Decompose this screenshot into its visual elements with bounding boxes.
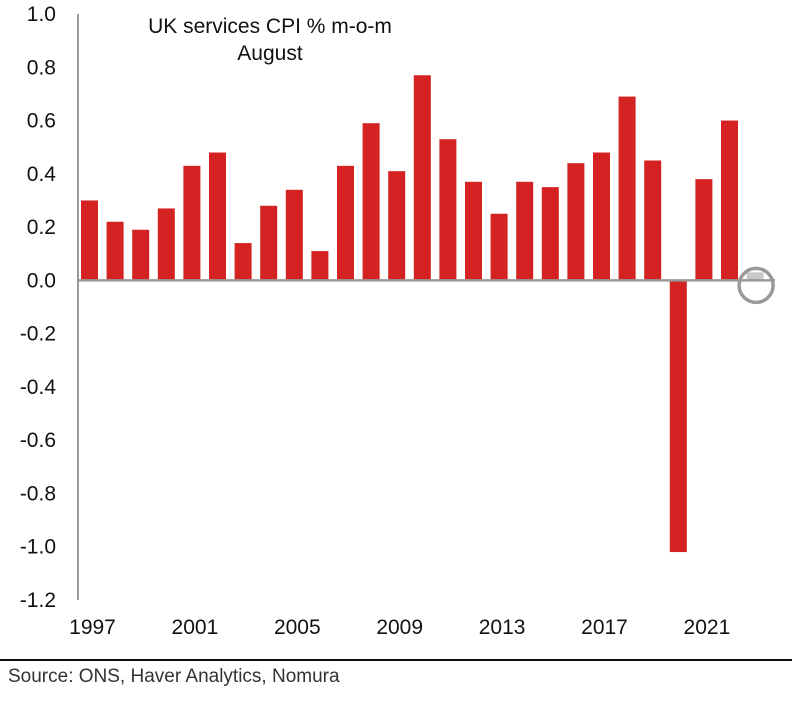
y-tick-label: 0.0 — [27, 269, 56, 292]
bar-2019 — [644, 160, 662, 281]
source-note: Source: ONS, Haver Analytics, Nomura — [8, 666, 340, 687]
bar-2003 — [234, 243, 252, 281]
y-tick-label: -1.2 — [20, 589, 56, 612]
y-tick-label: 0.8 — [27, 56, 56, 79]
y-tick-label: -0.4 — [20, 376, 57, 399]
x-tick-label: 2013 — [479, 616, 526, 639]
bar-2010 — [413, 75, 431, 281]
y-axis-tick-labels: 1.0 0.8 0.6 0.4 0.2 0.0 -0.2 -0.4 -0.6 -0.8 -1.0 -1… — [20, 3, 57, 612]
highlight-circle — [737, 266, 775, 305]
bar-2006 — [311, 251, 329, 281]
x-axis-tick-labels: 1997 2001 2005 2009 2013 2017 2021 — [69, 616, 730, 639]
bar-chart: 1.0 0.8 0.6 0.4 0.2 0.0 -0.2 -0.4 -0.6 -0.8 -1.0 -1… — [20, 3, 775, 639]
bar-2002 — [209, 152, 226, 281]
y-tick-label: 0.6 — [27, 110, 56, 133]
y-tick-label: -0.6 — [20, 429, 56, 452]
bar-2001 — [183, 165, 201, 281]
bar-2022 — [721, 120, 738, 281]
bar-2000 — [157, 208, 175, 281]
x-tick-label: 1997 — [69, 616, 116, 639]
bar-2009 — [388, 171, 406, 281]
chart-title: UK services CPI % m-o-m — [148, 15, 392, 38]
y-tick-label: 1.0 — [27, 3, 56, 26]
bar-2023 — [746, 272, 764, 281]
source-divider — [0, 659, 792, 661]
bar-2014 — [516, 181, 534, 281]
bar-2018 — [618, 96, 636, 281]
bar-2011 — [439, 139, 457, 281]
bar-2004 — [260, 205, 278, 281]
bar-2012 — [465, 181, 482, 281]
x-tick-label: 2017 — [581, 616, 628, 639]
y-tick-label: 0.4 — [27, 163, 57, 186]
x-tick-label: 2021 — [684, 616, 731, 639]
bar-1999 — [132, 229, 150, 281]
bar-2005 — [285, 189, 303, 281]
y-tick-label: -1.0 — [20, 536, 56, 559]
y-tick-label: -0.8 — [20, 482, 56, 505]
x-tick-label: 2005 — [274, 616, 321, 639]
x-tick-label: 2001 — [172, 616, 219, 639]
bar-2008 — [362, 123, 380, 281]
bar-2020 — [669, 280, 687, 553]
bar-2016 — [567, 163, 585, 281]
bar-2021 — [695, 179, 713, 281]
bar-series — [81, 75, 764, 553]
bar-1997 — [81, 200, 98, 281]
bar-2017 — [593, 152, 610, 281]
bar-1998 — [106, 221, 124, 281]
bar-2013 — [490, 213, 508, 281]
y-tick-label: -0.2 — [20, 323, 56, 346]
chart-subtitle: August — [237, 42, 303, 65]
bar-2007 — [337, 165, 354, 281]
y-tick-label: 0.2 — [27, 216, 56, 239]
x-tick-label: 2009 — [376, 616, 423, 639]
bar-2015 — [541, 187, 559, 281]
